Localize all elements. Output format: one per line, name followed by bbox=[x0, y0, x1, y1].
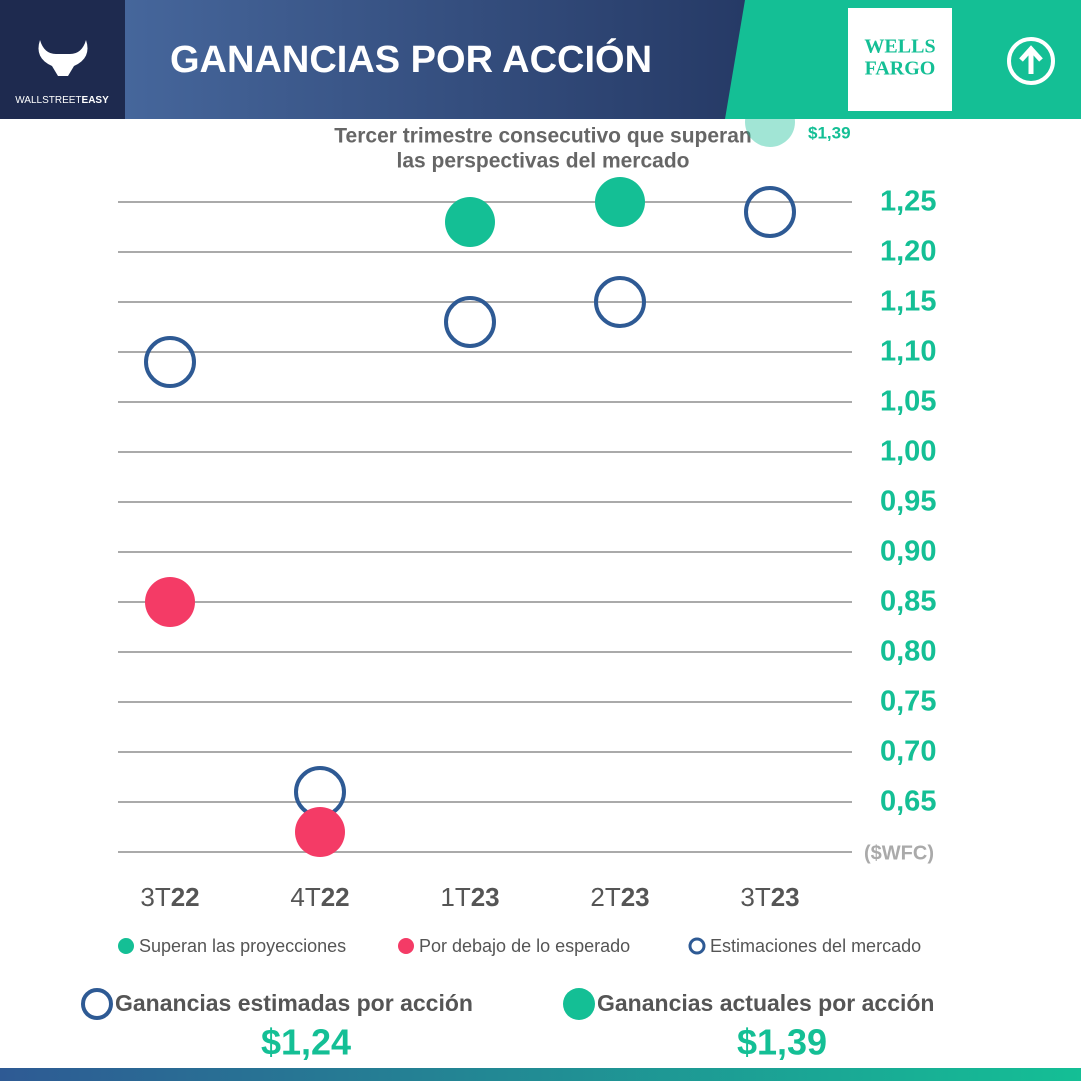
x-tick-label: 4T22 bbox=[290, 882, 349, 912]
summary-marker bbox=[563, 988, 595, 1020]
actual-dot bbox=[145, 577, 195, 627]
actual-dot bbox=[295, 807, 345, 857]
x-tick-label: 3T22 bbox=[140, 882, 199, 912]
legend-label: Estimaciones del mercado bbox=[710, 936, 921, 956]
company-name: WELLS bbox=[864, 36, 935, 58]
estimate-dot bbox=[444, 296, 496, 348]
y-tick-label: 0,75 bbox=[880, 686, 936, 718]
annotation: Tercer trimestre consecutivo que superan bbox=[334, 125, 751, 148]
summary-label: Ganancias estimadas por acción bbox=[115, 990, 473, 1016]
legend-marker bbox=[398, 938, 414, 954]
x-tick-label: 3T23 bbox=[740, 882, 799, 912]
estimate-dot bbox=[144, 336, 196, 388]
logo-icon bbox=[38, 40, 88, 76]
y-tick-label: 1,15 bbox=[880, 286, 936, 318]
y-tick-label: 0,95 bbox=[880, 486, 936, 518]
y-tick-label: 1,10 bbox=[880, 336, 936, 368]
summary-label: Ganancias actuales por acción bbox=[597, 990, 934, 1016]
value-label: $1,39 bbox=[808, 123, 851, 142]
header-band bbox=[0, 0, 745, 119]
estimate-dot bbox=[744, 186, 796, 238]
legend-label: Por debajo de lo esperado bbox=[419, 936, 630, 956]
y-tick-label: 1,25 bbox=[880, 186, 936, 218]
y-tick-label: 0,70 bbox=[880, 736, 936, 768]
actual-dot bbox=[445, 197, 495, 247]
y-tick-label: 0,90 bbox=[880, 536, 936, 568]
summary-value: $1,39 bbox=[737, 1022, 827, 1063]
x-tick-label: 1T23 bbox=[440, 882, 499, 912]
x-tick-label: 2T23 bbox=[590, 882, 649, 912]
legend-label: Superan las proyecciones bbox=[139, 936, 346, 956]
summary-marker bbox=[81, 988, 113, 1020]
y-tick-label: 0,65 bbox=[880, 786, 936, 818]
footer-stripe bbox=[0, 1068, 1081, 1081]
estimate-dot bbox=[594, 276, 646, 328]
up-arrow bbox=[1019, 45, 1043, 74]
brand: WALLSTREETEASY bbox=[15, 95, 109, 106]
summary-value: $1,24 bbox=[261, 1022, 351, 1063]
plot-area: Tercer trimestre consecutivo que superan… bbox=[118, 97, 936, 912]
up-icon bbox=[1007, 37, 1055, 85]
y-tick-label: 1,05 bbox=[880, 386, 936, 418]
legend-marker bbox=[118, 938, 134, 954]
y-tick-label: 0,85 bbox=[880, 586, 936, 618]
y-tick-label: 0,80 bbox=[880, 636, 936, 668]
company-logo bbox=[848, 8, 952, 111]
y-tick-label: 1,20 bbox=[880, 236, 936, 268]
annotation: las perspectivas del mercado bbox=[397, 150, 690, 173]
y-tick-label: 1,00 bbox=[880, 436, 936, 468]
actual-dot bbox=[595, 177, 645, 227]
header: WALLSTREETEASY GANANCIAS POR ACCIÓN WELL… bbox=[0, 0, 1081, 119]
y-axis-label: ($WFC) bbox=[864, 842, 934, 864]
title: GANANCIAS POR ACCIÓN bbox=[170, 37, 652, 81]
legend-marker bbox=[688, 937, 706, 955]
company-name: FARGO bbox=[865, 58, 936, 80]
